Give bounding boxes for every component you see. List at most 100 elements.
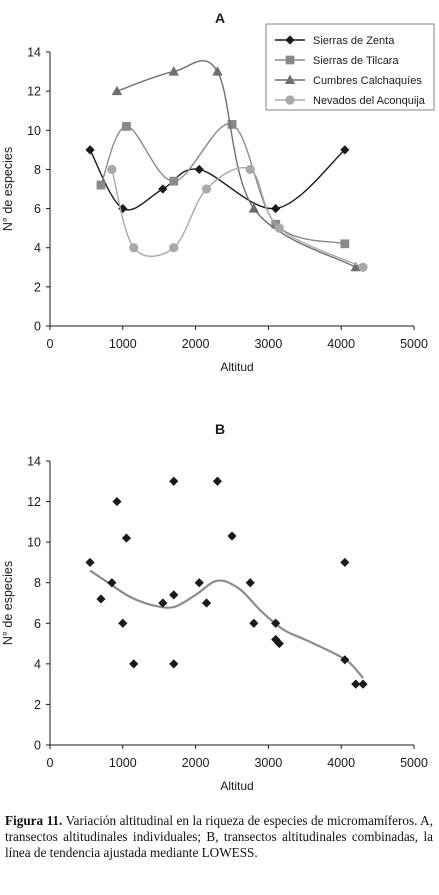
data-point [129,243,139,253]
x-tick-label: 1000 [109,337,137,351]
y-axis-label: N° de especies [1,561,15,645]
x-tick-label: 1000 [109,756,137,770]
data-point [111,85,123,96]
x-axis-label: Altitud [220,360,253,374]
x-tick-label: 4000 [327,756,355,770]
data-point [169,476,179,486]
y-tick-label: 12 [27,495,41,509]
data-point [194,164,204,175]
chart-title: A [215,10,225,26]
y-tick-label: 10 [27,536,41,550]
caption-text: Variación altitudinal en la riqueza de e… [5,813,433,861]
legend: Sierras de Zenta Sierras de Tilcara Cumbre… [265,23,435,111]
x-tick-label: 0 [47,337,54,351]
data-point [158,598,168,608]
legend-marker [285,95,295,105]
data-point [201,598,212,608]
series-line [111,167,364,268]
chart-a: A 0 2 4 6 8 10 12 14 0 1000 2000 3000 4000 5000 Altitud… [1,10,435,374]
y-tick-label: 6 [34,617,41,631]
data-point [96,594,106,604]
y-tick-label: 2 [34,698,41,712]
data-point [271,203,281,214]
data-point [107,164,117,175]
series-nevados-del-aconquija [107,164,368,272]
data-point [122,121,131,131]
data-point [245,578,255,588]
y-tick-label: 4 [34,241,41,255]
data-point [340,239,350,249]
data-point [227,531,237,541]
series-sierras-de-tilcara [96,120,350,249]
x-tick-label: 3000 [254,756,282,770]
data-point [96,180,106,190]
figure-caption: Figura 11. Variación altitudinal en la r… [5,813,433,862]
y-tick-label: 8 [34,576,41,590]
data-point [201,184,212,194]
data-point [169,243,179,253]
data-point [248,203,260,213]
y-tick-label: 14 [27,455,41,469]
x-tick-label: 5000 [400,337,428,351]
legend-marker [284,74,296,84]
y-tick-label: 0 [34,320,41,334]
data-point [169,176,179,186]
data-point [358,679,368,689]
data-point [212,476,223,486]
series-cumbres-calchaquies [111,60,361,272]
data-point [85,145,95,155]
data-point [107,578,117,588]
data-point [245,164,255,175]
data-point [358,262,368,272]
data-point [350,261,361,272]
data-point [112,496,122,507]
legend-marker [285,55,295,65]
y-tick-label: 0 [34,739,41,753]
data-point [212,66,223,76]
y-tick-label: 12 [27,85,41,99]
data-point [169,659,179,669]
data-point [340,557,350,568]
series-line [116,60,357,268]
data-point [121,533,132,543]
y-tick-label: 4 [34,657,41,671]
x-tick-label: 3000 [254,337,282,351]
data-point [271,618,281,628]
y-tick-label: 6 [34,202,41,216]
data-point [118,618,128,628]
data-point [227,120,237,129]
lowess-trend-line [89,569,364,679]
data-point [169,590,179,600]
chart-title: B [215,421,225,437]
legend-label: Cumbres Calchaquíes [313,75,422,87]
data-point [129,659,139,669]
series-points [85,476,368,689]
legend-label: Sierras de Tilcara [313,55,399,67]
legend-label: Nevados del Aconquija [313,95,426,107]
data-point [351,679,361,689]
data-point [274,223,284,233]
legend-label: Sierras de Zenta [313,35,395,47]
legend-box [265,23,435,111]
caption-label: Figura 11. [5,813,63,828]
x-tick-label: 0 [47,756,54,770]
chart-b: B 0 2 4 6 8 10 12 14 0 1000 2000 3000 4000 5000 Altitud… [1,421,428,793]
x-tick-label: 5000 [400,756,428,770]
y-tick-label: 8 [34,163,41,177]
data-point [340,655,350,665]
data-point [194,578,204,588]
y-tick-label: 2 [34,280,41,294]
series-line [100,123,346,245]
x-tick-label: 2000 [182,337,210,351]
y-tick-label: 10 [27,124,41,138]
y-tick-label: 14 [27,46,41,60]
data-point [158,184,168,194]
data-point [168,66,179,76]
x-tick-label: 2000 [182,756,210,770]
x-axis-label: Altitud [220,779,253,793]
y-axis-label: N° de especies [1,147,15,231]
data-point [85,557,95,568]
legend-marker [285,35,295,45]
x-tick-label: 4000 [327,337,355,351]
